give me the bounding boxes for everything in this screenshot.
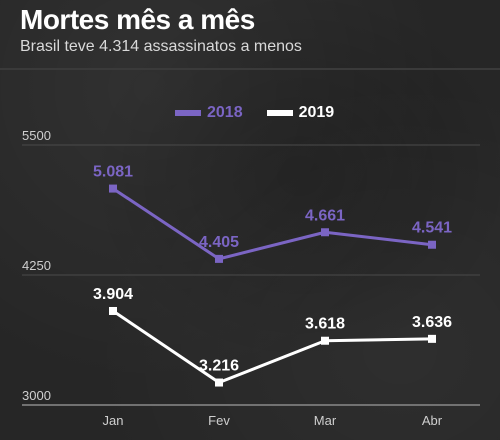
data-label-2018-jan: 5.081 bbox=[93, 164, 133, 181]
point-2018-abr bbox=[428, 240, 436, 249]
data-label-2018-mar: 4.661 bbox=[305, 207, 345, 224]
legend-item-2018: 2018 bbox=[175, 104, 243, 122]
x-tick-label-mar: Mar bbox=[314, 413, 337, 428]
x-tick-label-abr: Abr bbox=[422, 413, 443, 428]
legend-label-2018: 2018 bbox=[207, 104, 243, 121]
series-line-2019 bbox=[111, 309, 434, 385]
point-2018-mar bbox=[321, 228, 329, 237]
y-tick-label-5500: 5500 bbox=[22, 128, 51, 143]
legend-item-2019: 2019 bbox=[266, 104, 335, 122]
x-tick-label-fev: Fev bbox=[208, 413, 230, 428]
legend-swatch-2018 bbox=[175, 110, 201, 116]
data-label-2019-jan: 3.904 bbox=[93, 286, 133, 303]
x-tick-label-jan: Jan bbox=[103, 413, 124, 428]
point-2018-fev bbox=[215, 254, 223, 263]
point-2018-jan bbox=[109, 184, 117, 193]
point-2019-mar bbox=[321, 336, 329, 345]
data-label-2018-abr: 4.541 bbox=[412, 220, 452, 237]
legend-label-2019: 2019 bbox=[298, 104, 335, 121]
data-label-2018-fev: 4.405 bbox=[199, 234, 239, 251]
data-label-2019-abr: 3.636 bbox=[412, 314, 452, 331]
series-line-2018 bbox=[111, 187, 434, 261]
chart-title: Mortes mês a mês bbox=[20, 4, 255, 35]
point-2019-jan bbox=[109, 306, 117, 315]
legend: 2018 2019 bbox=[175, 102, 358, 124]
header-divider bbox=[0, 68, 500, 70]
y-tick-label-4250: 4250 bbox=[22, 258, 51, 273]
data-label-2019-mar: 3.618 bbox=[305, 316, 345, 333]
data-label-2019-fev: 3.216 bbox=[199, 358, 239, 375]
y-tick-label-3000: 3000 bbox=[22, 388, 51, 403]
chart-subtitle: Brasil teve 4.314 assassinatos a menos bbox=[20, 38, 302, 55]
point-2019-abr bbox=[428, 334, 436, 343]
legend-swatch-2019 bbox=[266, 110, 293, 116]
point-2019-fev bbox=[215, 378, 223, 387]
